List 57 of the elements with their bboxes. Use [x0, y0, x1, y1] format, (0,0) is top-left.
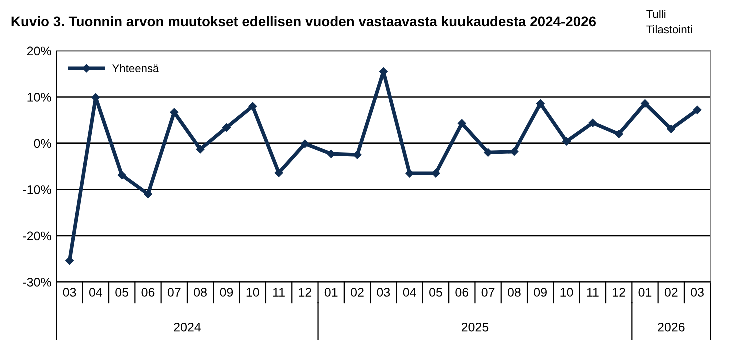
x-tick-label: 08	[508, 288, 521, 297]
x-tick-label: 06	[456, 288, 469, 297]
x-tick-label: 10	[560, 288, 574, 297]
y-tick-label: -20%	[23, 232, 52, 241]
point	[66, 256, 74, 266]
x-tick-label: 03	[377, 288, 390, 297]
x-tick-label: 04	[89, 288, 103, 297]
x-tick-label: 11	[587, 288, 599, 297]
point	[144, 190, 152, 198]
x-tick-label: 12	[299, 288, 312, 297]
x-tick-label: 03	[63, 288, 76, 297]
point	[562, 138, 571, 146]
text: 2024	[174, 322, 202, 332]
x-tick-label: 09	[220, 288, 234, 297]
point	[641, 100, 650, 108]
point	[327, 150, 336, 158]
x-tick-label: 07	[168, 288, 181, 297]
x-tick-label: 02	[351, 288, 364, 297]
point	[118, 171, 126, 180]
point	[222, 124, 231, 132]
y-tick-label: 0%	[34, 139, 52, 148]
x-tick-label: 01	[638, 288, 652, 297]
x-tick-label: 08	[194, 288, 207, 297]
x-tick-label: 10	[246, 288, 260, 297]
point	[196, 145, 205, 154]
x-tick-label: 07	[482, 288, 495, 297]
point	[536, 100, 545, 108]
x-tick-label: 03	[691, 288, 704, 297]
point	[301, 140, 310, 148]
x-tick-label: 01	[324, 288, 338, 297]
y-tick-label: 10%	[28, 93, 52, 102]
x-tick-label: 11	[274, 288, 285, 297]
text: 2026	[658, 322, 685, 332]
x-tick-label: 06	[142, 288, 155, 297]
y-tick-label: 20%	[27, 46, 52, 56]
point	[693, 106, 702, 114]
x-tick-label: 09	[534, 288, 547, 297]
x-tick-label: 05	[430, 288, 442, 297]
y-tick-label: -10%	[23, 186, 52, 194]
y-tick-label: -30%	[23, 278, 52, 287]
point	[614, 130, 624, 138]
point	[406, 169, 414, 178]
point	[458, 119, 466, 128]
x-tick-label: 12	[613, 288, 626, 297]
chart-title: Kuvio 3. Tuonnin arvon muutokset edellisen vuoden vastaavasta kuukaudesta 2024-2026	[12, 16, 596, 27]
text: Tulli	[646, 10, 666, 18]
point	[274, 168, 284, 178]
x-tick-label: 04	[403, 288, 416, 297]
legend-label: Yhteensä	[112, 64, 160, 72]
text: Tilastointi	[646, 25, 692, 34]
point	[484, 148, 492, 157]
point	[667, 125, 676, 134]
x-tick-label: 05	[116, 288, 129, 297]
text: 2025	[462, 322, 489, 332]
point	[588, 119, 598, 128]
x-tick-label: 02	[664, 288, 678, 297]
point	[248, 102, 258, 111]
